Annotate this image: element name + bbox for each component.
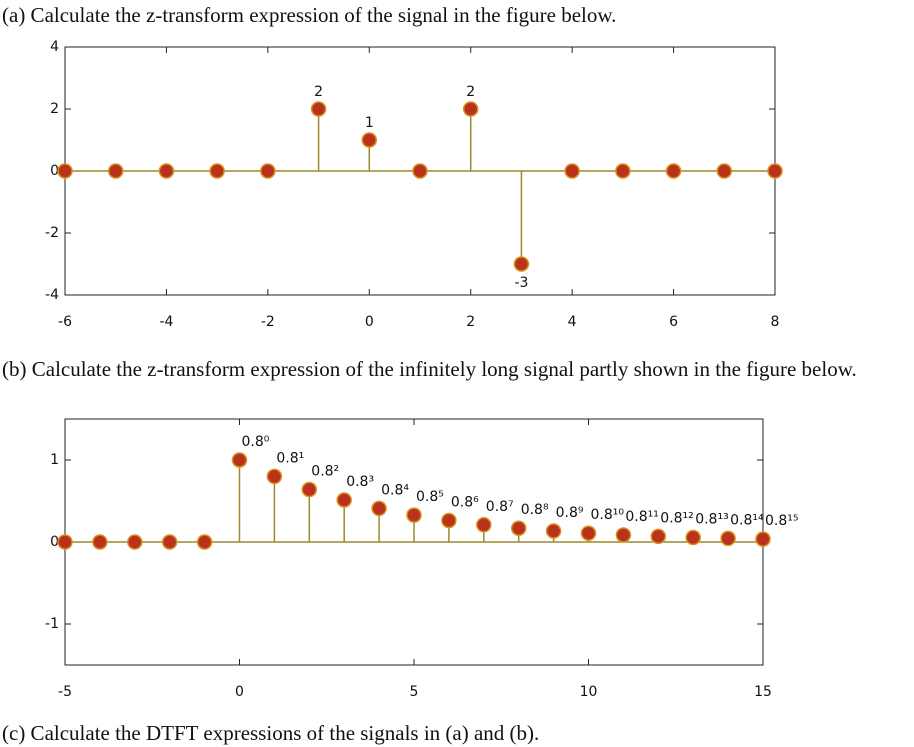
y-tick-label: 4 — [50, 39, 59, 55]
stem-marker — [301, 481, 318, 498]
data-label: 0.8² — [311, 464, 339, 480]
stem-marker — [196, 534, 213, 550]
x-tick-label: 0 — [365, 314, 374, 330]
x-tick-label: 6 — [669, 314, 678, 330]
stem-marker — [510, 520, 527, 536]
stem-marker — [755, 531, 771, 547]
stem-marker — [412, 163, 428, 179]
data-label: 0.8¹ — [276, 450, 304, 466]
stem-marker — [580, 525, 597, 541]
data-label: 1 — [365, 115, 374, 131]
stem-marker — [57, 534, 73, 550]
stem-marker — [107, 163, 124, 179]
x-tick-label: -5 — [58, 684, 72, 700]
stem-marker — [650, 528, 667, 545]
x-tick-label: 15 — [754, 684, 772, 700]
stem-marker — [336, 492, 352, 508]
data-label: 0.8¹² — [660, 510, 694, 526]
stem-marker — [615, 527, 632, 543]
y-tick-label: 1 — [50, 452, 59, 468]
x-tick-label: -2 — [261, 314, 275, 330]
stem-marker — [127, 534, 143, 550]
stem-marker — [476, 517, 492, 533]
question-a: (a) Calculate the z-transform expression… — [2, 3, 617, 27]
data-label: 0.8³ — [346, 474, 374, 490]
stem-marker — [231, 452, 248, 468]
stem-marker — [310, 101, 327, 117]
data-label: 0.8⁸ — [521, 502, 549, 518]
y-tick-label: -1 — [45, 616, 59, 632]
data-label: 2 — [466, 84, 475, 100]
stem-marker — [158, 163, 175, 179]
y-tick-label: 0 — [50, 163, 59, 179]
stem-marker — [615, 163, 631, 179]
data-label: 0.8⁶ — [451, 495, 479, 511]
stem-marker — [161, 534, 178, 550]
data-label: 0.8¹⁵ — [765, 513, 799, 529]
x-tick-label: -4 — [159, 314, 173, 330]
question-b: (b) Calculate the z-transform expression… — [2, 357, 857, 381]
x-tick-label: 5 — [410, 684, 419, 700]
stem-marker — [513, 256, 530, 272]
stem-marker — [209, 163, 225, 179]
stem-marker — [462, 101, 479, 117]
data-label: 0.8¹¹ — [625, 509, 659, 525]
data-label: 0.8⁵ — [416, 489, 444, 505]
stem-marker — [545, 523, 562, 539]
data-label: 0.8¹⁴ — [730, 512, 764, 528]
x-tick-label: 8 — [771, 314, 780, 330]
data-label: 0.8¹³ — [695, 511, 729, 527]
y-tick-label: 2 — [50, 101, 59, 117]
stem-marker — [266, 468, 283, 485]
stem-marker — [361, 132, 378, 148]
stem-marker — [767, 163, 783, 179]
y-tick-label: -2 — [45, 225, 59, 241]
data-label: 2 — [314, 84, 323, 100]
data-label: 0.8⁰ — [242, 434, 270, 450]
data-label: -3 — [514, 275, 528, 291]
data-label: 0.8⁴ — [381, 482, 409, 498]
x-tick-label: 10 — [580, 684, 598, 700]
stem-marker — [441, 512, 457, 529]
data-label: 0.8⁷ — [486, 499, 514, 515]
y-tick-label: -4 — [45, 287, 59, 303]
stem-marker — [720, 530, 736, 547]
stem-marker — [564, 163, 580, 179]
x-tick-label: -6 — [58, 314, 72, 330]
stem-marker — [665, 163, 682, 179]
stem-marker — [685, 529, 701, 546]
x-tick-label: 4 — [568, 314, 577, 330]
y-tick-label: 0 — [50, 534, 59, 550]
stem-marker — [260, 163, 276, 179]
stem-marker — [406, 507, 422, 523]
data-label: 0.8⁹ — [556, 505, 584, 521]
x-tick-label: 2 — [466, 314, 475, 330]
x-tick-label: 0 — [235, 684, 244, 700]
stem-marker — [371, 500, 387, 517]
stem-marker — [57, 163, 73, 179]
question-c: (c) Calculate the DTFT expressions of th… — [2, 721, 540, 745]
stem-marker — [92, 534, 108, 550]
data-label: 0.8¹⁰ — [591, 507, 625, 523]
stem-marker — [716, 163, 733, 179]
